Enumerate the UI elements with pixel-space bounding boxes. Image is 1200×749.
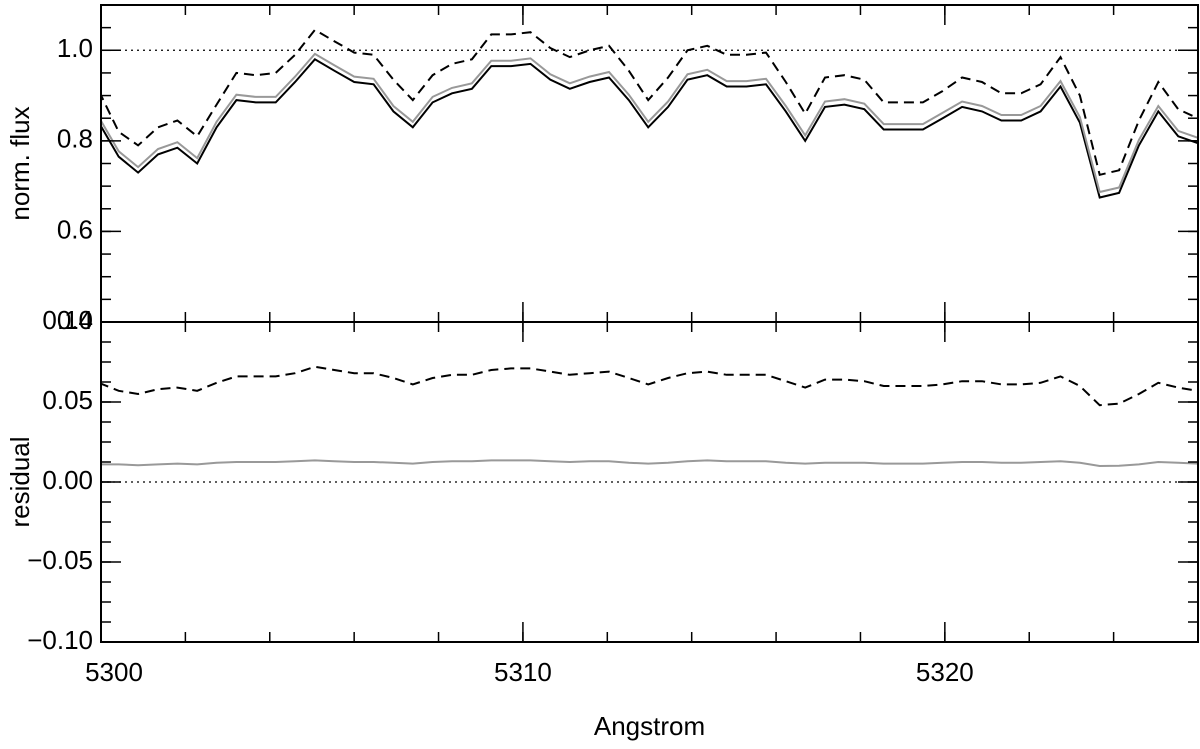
data-line	[101, 459, 1198, 468]
y-tick-label: 1.0	[57, 33, 93, 63]
y-tick-label: 0.8	[57, 124, 93, 154]
series-group	[101, 365, 1198, 468]
plot-frame	[100, 321, 1199, 643]
x-tick-label: 5320	[916, 657, 974, 687]
plot-frame	[100, 4, 1199, 323]
y-tick-label: 0.05	[42, 385, 93, 415]
series-group	[101, 28, 1198, 199]
y-tick-label: 0.4	[57, 305, 93, 335]
data-line	[101, 28, 1198, 176]
y-tick-label: 0.6	[57, 214, 93, 244]
data-line	[101, 52, 1198, 194]
y-tick-label: −0.05	[27, 545, 93, 575]
y-axis-label: norm. flux	[5, 106, 35, 220]
data-line	[101, 365, 1198, 407]
y-tick-label: 0.00	[42, 465, 93, 495]
x-tick-label: 5300	[85, 657, 143, 687]
y-tick-label: −0.10	[27, 625, 93, 655]
y-axis-label: residual	[5, 436, 35, 527]
y-tick-label: 0.10	[42, 305, 93, 335]
x-axis-label: Angstrom	[594, 711, 705, 741]
x-tick-label: 5310	[494, 657, 552, 687]
data-line	[101, 58, 1198, 199]
